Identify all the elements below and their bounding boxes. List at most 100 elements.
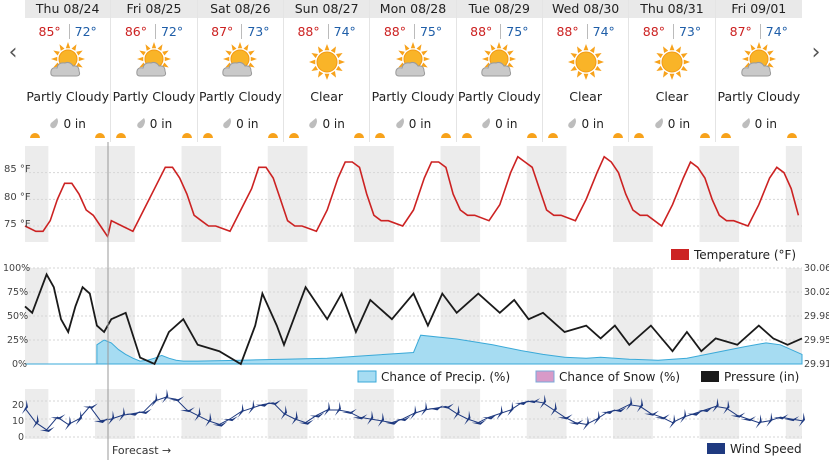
pressure-tick-29.98: 29.98: [804, 311, 829, 322]
sunrise-icon: [720, 133, 731, 138]
wind-barb: [255, 401, 271, 407]
wind-barb: [539, 394, 547, 409]
night-band: [526, 146, 567, 242]
precip-legend-label: Chance of Precip. (%): [381, 370, 510, 384]
partly-cloudy-icon: [481, 42, 517, 77]
wind-barb: [237, 403, 244, 418]
sunset-icon: [267, 133, 278, 138]
wind-barb: [410, 405, 417, 420]
wind-barb: [75, 410, 83, 425]
day-temps: 86° 72°: [111, 24, 196, 40]
wind-barb: [496, 405, 503, 420]
condition-text: Partly Cloudy: [26, 89, 109, 104]
high-temp: 86°: [124, 24, 156, 39]
raindrop-icon: [136, 118, 145, 129]
sun-icon: [567, 44, 604, 80]
wind-barb: [324, 401, 331, 416]
precip-tick-25: 25%: [7, 335, 28, 346]
wind-legend-label: Wind Speed: [730, 442, 802, 456]
condition-text: Partly Cloudy: [371, 89, 455, 104]
wind-barb: [698, 407, 713, 413]
low-temp: 74°: [765, 24, 788, 39]
pressure-legend-label: Pressure (in): [724, 370, 799, 384]
day-temps: 88° 75°: [370, 24, 455, 40]
day-card[interactable]: Mon 08/28 88° 75° Partly Cloudy 0 in: [370, 0, 457, 142]
pressure-tick-29.95: 29.95: [804, 335, 829, 346]
wind-barb: [223, 416, 238, 422]
wind-barb: [385, 419, 400, 425]
high-temp: 85°: [38, 24, 70, 39]
raindrop-icon: [309, 118, 318, 129]
wind-tick-0: 0: [18, 432, 24, 443]
wind-tick-10: 10: [12, 416, 24, 427]
wind-barb: [367, 410, 374, 425]
low-temp: 74°: [592, 24, 615, 39]
precip-amount: 0 in: [370, 117, 455, 131]
daily-forecast-strip: Thu 08/24 85° 72° Partly Cloudy 0 in Fri …: [25, 0, 802, 142]
low-temp: 73°: [247, 24, 270, 39]
wind-barb: [162, 389, 169, 404]
day-card[interactable]: Thu 08/24 85° 72° Partly Cloudy 0 in: [25, 0, 112, 142]
wind-barb: [680, 408, 687, 424]
wind-barb: [669, 414, 676, 429]
wind-barb: [712, 398, 719, 413]
night-band: [699, 146, 740, 242]
raindrop-icon: [395, 118, 404, 129]
day-card[interactable]: Sun 08/27 88° 74° Clear 0 in: [283, 0, 371, 142]
low-temp: 73°: [678, 24, 702, 39]
sunset-icon: [786, 133, 797, 138]
low-temp: 72°: [74, 24, 97, 39]
day-label: Thu 08/24: [25, 0, 111, 18]
condition-text: Clear: [655, 89, 689, 104]
day-card[interactable]: Tue 08/29 88° 75° Partly Cloudy 0 in: [456, 0, 543, 142]
partly-cloudy-icon: [136, 42, 171, 77]
day-card[interactable]: Sat 08/26 87° 73° Partly Cloudy 0 in: [197, 0, 284, 142]
precip-amount: 0 in: [198, 117, 283, 131]
wind-barb: [50, 414, 66, 420]
wind-barb: [654, 414, 670, 420]
sunrise-icon: [461, 133, 472, 138]
low-temp: 75°: [419, 24, 443, 39]
day-card[interactable]: Wed 08/30 88° 74° Clear 0 in: [542, 0, 630, 142]
day-card[interactable]: Fri 09/01 87° 74° Partly Cloudy 0 in: [715, 0, 802, 142]
sunset-icon: [613, 133, 624, 138]
wind-barb: [525, 398, 541, 404]
pressure-legend-swatch: [701, 371, 719, 382]
wind-barb: [730, 412, 746, 418]
precip-tick-0: 0%: [12, 359, 27, 370]
wind-barb: [773, 414, 789, 420]
day-label: Fri 09/01: [715, 0, 802, 18]
prev-period-button[interactable]: ‹: [8, 39, 18, 65]
sunrise-icon: [634, 133, 645, 138]
wind-barbs: [21, 389, 806, 432]
condition-text: Clear: [310, 89, 343, 104]
day-temps: 88° 75°: [457, 24, 542, 40]
day-card[interactable]: Thu 08/31 88° 73° Clear 0 in: [629, 0, 716, 142]
temperature-line: [24, 155, 800, 239]
sunset-icon: [526, 133, 537, 138]
wind-barb: [601, 408, 616, 414]
day-label: Wed 08/30: [542, 0, 629, 18]
wind-barb: [593, 410, 601, 425]
wind-barb: [439, 403, 454, 409]
low-temp: 75°: [506, 24, 529, 39]
high-temp: 88°: [470, 24, 502, 39]
wind-barb: [428, 405, 444, 411]
low-temp: 74°: [333, 24, 356, 39]
night-band: [785, 389, 802, 439]
partly-cloudy-icon: [222, 42, 258, 77]
day-label: Mon 08/28: [370, 0, 456, 18]
wind-barb: [180, 407, 195, 413]
wind-barb: [395, 416, 411, 422]
condition-text: Clear: [569, 89, 602, 104]
night-band: [440, 389, 481, 439]
wind-barb: [280, 405, 288, 420]
pressure-tick-30.02: 30.02: [804, 287, 829, 298]
wind-barb: [421, 401, 428, 416]
wind-barb: [212, 421, 228, 427]
day-card[interactable]: Fri 08/25 86° 72° Partly Cloudy 0 in: [111, 0, 198, 142]
next-period-button[interactable]: ›: [811, 39, 821, 65]
wind-barb: [687, 410, 703, 416]
wind-barb: [39, 426, 55, 432]
